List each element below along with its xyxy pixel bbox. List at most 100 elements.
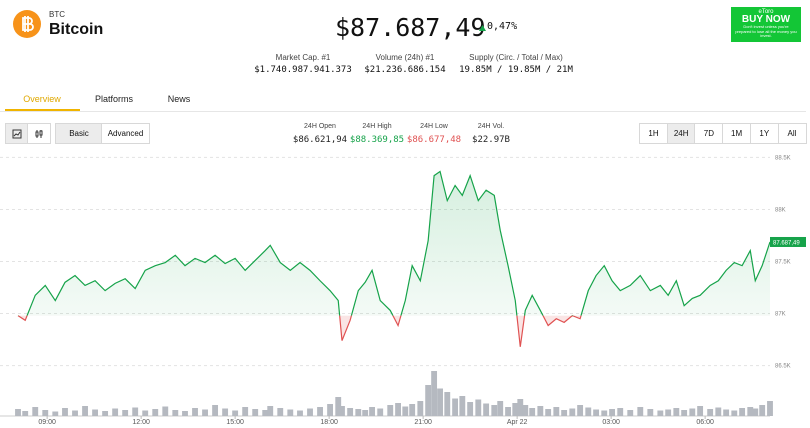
volume-bar	[491, 405, 498, 416]
volume-bar	[355, 409, 362, 416]
volume-bar	[452, 398, 459, 416]
volume-bar	[577, 405, 584, 416]
volume-bar	[287, 409, 294, 416]
tab[interactable]: News	[167, 94, 191, 104]
volume-bar	[561, 410, 568, 416]
coin-symbol: BTC	[49, 10, 65, 19]
area-negative	[18, 315, 582, 347]
volume-bar	[627, 410, 634, 416]
y-tick-label: 88.5K	[775, 155, 791, 161]
tab[interactable]: Overview	[23, 94, 61, 104]
volume-bar	[529, 408, 536, 416]
tab[interactable]: Platforms	[94, 94, 134, 104]
volume-bar	[162, 406, 169, 416]
range-button[interactable]: 7D	[694, 123, 724, 144]
stat-label: 24H Vol.	[477, 123, 505, 130]
stat-label: 24H High	[362, 123, 392, 130]
coin-name: Bitcoin	[49, 21, 104, 38]
volume-bar	[617, 408, 624, 416]
volume-bar	[689, 408, 696, 416]
volume-bar	[512, 403, 519, 416]
x-tick-label: Apr 22	[507, 419, 528, 426]
volume-bar	[182, 411, 188, 416]
volume-bar	[505, 407, 511, 416]
volume-bar	[92, 409, 99, 416]
mode-button[interactable]: Advanced	[101, 123, 150, 144]
y-tick-label: 87.5K	[775, 260, 791, 266]
volume-bar	[32, 407, 39, 416]
volume-bar	[431, 371, 438, 416]
line-chart-button[interactable]	[5, 123, 29, 144]
volume-bar	[172, 410, 179, 416]
mode-button[interactable]: Basic	[55, 123, 103, 144]
volume-bar	[437, 388, 443, 416]
stat-value: $22.97B	[472, 135, 510, 145]
x-tick-label: 09:00	[38, 419, 56, 426]
line-icon	[12, 129, 22, 138]
volume-bar	[267, 406, 274, 416]
volume-bar	[262, 410, 269, 416]
volume-bar	[475, 399, 482, 416]
volume-bar	[723, 409, 730, 416]
volume-bar	[459, 396, 466, 416]
ad-cta: BUY NOW	[741, 14, 791, 25]
up-arrow	[479, 25, 486, 31]
volume-bar	[395, 403, 401, 416]
ad-banner[interactable]: eToro BUY NOW Don't invest unless you're…	[731, 7, 801, 42]
price: $87.687,49	[335, 13, 486, 42]
volume-bar	[537, 406, 544, 416]
range-button[interactable]: 1H	[639, 123, 668, 144]
x-tick-label: 03:00	[602, 419, 620, 426]
volume-bar	[297, 410, 303, 416]
stat-label: Volume (24h) #1	[375, 53, 435, 62]
volume-bar	[339, 406, 345, 416]
stat-label: Market Cap. #1	[275, 53, 331, 62]
range-button[interactable]: 1M	[722, 123, 752, 144]
volume-bar	[122, 410, 129, 416]
volume-bar	[657, 410, 664, 416]
volume-bar	[102, 411, 109, 416]
volume-bar	[277, 408, 284, 416]
volume-bar	[222, 408, 229, 416]
stat-value: $86.621,94	[292, 135, 348, 145]
volume-bar	[681, 410, 688, 416]
stat-value: 19.85M / 19.85M / 21M	[459, 65, 573, 75]
x-tick-label: 18:00	[320, 419, 338, 426]
range-button[interactable]: All	[777, 123, 807, 144]
volume-bar	[609, 409, 616, 416]
price-line-negative	[17, 315, 582, 347]
volume-bar	[142, 410, 149, 416]
volume-bar	[739, 408, 746, 416]
volume-bar	[52, 411, 59, 416]
volume-bar	[522, 405, 529, 416]
volume-bar	[517, 399, 524, 416]
y-tick-label: 86.5K	[775, 364, 791, 370]
volume-bar	[483, 403, 490, 416]
volume-bar	[767, 401, 773, 416]
volume-bar	[369, 407, 375, 416]
stat-value: $21.236.686.154	[364, 65, 446, 75]
volume-bar	[444, 392, 451, 416]
range-button[interactable]: 1Y	[749, 123, 779, 144]
candle-chart-button[interactable]	[27, 123, 51, 144]
volume-bar	[202, 409, 208, 416]
volume-bar	[715, 407, 722, 416]
volume-bar	[362, 410, 369, 416]
stat-value: $1.740.987.941.373	[254, 65, 352, 75]
volume-bar	[409, 404, 416, 416]
current-price-label: 87.687,49	[773, 240, 800, 246]
current-price-tag	[770, 236, 806, 247]
range-button[interactable]: 24H	[666, 123, 696, 144]
ad-brand: eToro	[758, 9, 774, 15]
volume-bar	[585, 407, 592, 416]
volume-bar	[62, 408, 68, 416]
volume-bar	[697, 406, 704, 416]
x-tick-label: 12:00	[132, 419, 150, 426]
volume-bar	[647, 409, 654, 416]
volume-bar	[22, 411, 29, 416]
volume-bar	[72, 410, 78, 416]
volume-bar	[637, 407, 644, 416]
volume-bar	[347, 408, 354, 416]
divider	[0, 111, 806, 112]
stat-label: 24H Low	[420, 123, 448, 130]
